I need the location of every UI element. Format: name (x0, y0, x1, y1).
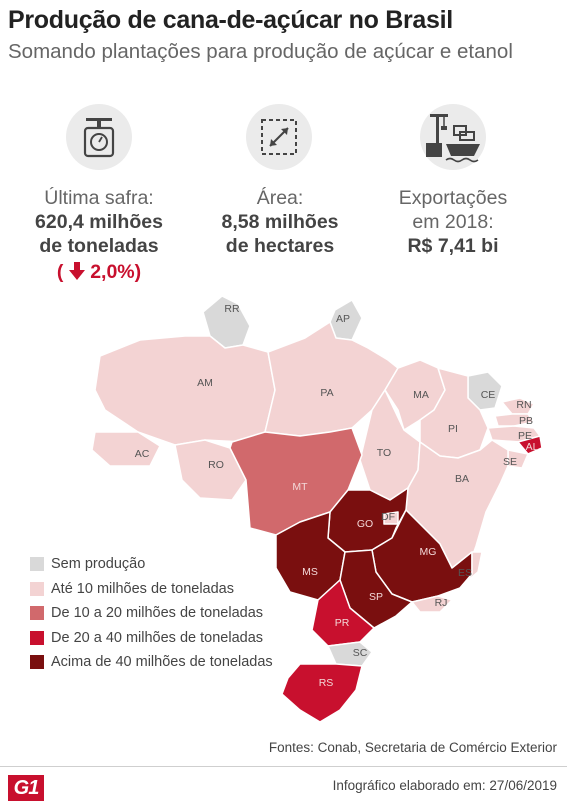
state-label-ba: BA (455, 473, 469, 485)
page-title: Produção de cana-de-açúcar no Brasil (8, 6, 453, 34)
stat-label-line2: em 2018: (412, 211, 494, 233)
stat-label: Última safra: (44, 187, 154, 209)
state-label-pb: PB (519, 415, 533, 427)
stat-change-value: 2,0% (90, 261, 135, 283)
state-label-sc: SC (353, 647, 368, 659)
state-label-pe: PE (518, 430, 532, 442)
state-label-df: DF (381, 511, 395, 523)
legend-swatch (30, 630, 44, 645)
state-label-am: AM (197, 377, 213, 389)
state-label-ac: AC (135, 448, 150, 460)
state-am (94, 335, 276, 446)
legend-item: De 10 a 20 milhões de toneladas (30, 601, 273, 626)
stat-exports: Exportações em 2018: R$ 7,41 bi (363, 186, 543, 258)
state-label-ms: MS (302, 566, 318, 578)
legend: Sem produção Até 10 milhões de toneladas… (30, 552, 273, 675)
state-label-rr: RR (224, 303, 240, 315)
stat-change: ( 2,0%) (56, 261, 142, 283)
state-al (517, 435, 543, 455)
arrow-down-icon (68, 262, 85, 280)
state-label-ma: MA (413, 389, 429, 401)
legend-label: Acima de 40 milhões de toneladas (51, 654, 273, 671)
legend-swatch (30, 581, 44, 596)
state-label-se: SE (503, 456, 517, 468)
state-ro (174, 439, 247, 501)
legend-swatch (30, 655, 44, 670)
stat-value-line2: de hectares (225, 235, 335, 257)
state-rj (411, 595, 453, 613)
state-sc (327, 641, 373, 667)
legend-item: Até 10 milhões de toneladas (30, 577, 273, 602)
state-df (383, 511, 399, 525)
state-pr (311, 579, 375, 647)
legend-label: Sem produção (51, 556, 146, 573)
legend-label: De 10 a 20 milhões de toneladas (51, 605, 264, 622)
stat-last-harvest: Última safra: 620,4 milhões de toneladas… (9, 186, 189, 284)
state-label-pi: PI (448, 423, 458, 435)
state-label-pr: PR (335, 617, 350, 629)
legend-label: Até 10 milhões de toneladas (51, 580, 234, 597)
port-ship-icon (420, 104, 486, 170)
state-label-go: GO (357, 518, 373, 530)
state-label-rn: RN (516, 399, 531, 411)
state-label-mt: MT (292, 481, 308, 493)
stat-value-line1: 8,58 milhões (221, 211, 339, 233)
sources-note: Fontes: Conab, Secretaria de Comércio Ex… (268, 740, 557, 755)
state-label-pa: PA (320, 387, 333, 399)
credit-note: Infográfico elaborado em: 27/06/2019 (332, 778, 557, 793)
state-rs (281, 663, 363, 723)
state-label-mg: MG (420, 546, 437, 558)
stat-label: Área: (256, 187, 304, 209)
state-label-es: ES (458, 567, 472, 579)
state-rn (501, 397, 535, 415)
g1-logo: G1 (8, 775, 44, 801)
legend-item: Sem produção (30, 552, 273, 577)
state-label-ap: AP (336, 313, 350, 325)
state-label-ro: RO (208, 459, 224, 471)
area-expand-icon (246, 104, 312, 170)
stat-value-line2: de toneladas (39, 235, 159, 257)
state-label-sp: SP (369, 591, 383, 603)
state-ac (91, 431, 161, 467)
legend-swatch (30, 606, 44, 621)
state-label-rs: RS (319, 677, 334, 689)
state-label-to: TO (377, 447, 391, 459)
state-label-al: AL (526, 441, 539, 453)
page-subtitle: Somando plantações para produção de açúc… (8, 40, 513, 63)
stat-label-line1: Exportações (398, 187, 508, 209)
legend-swatch (30, 557, 44, 572)
state-label-rj: RJ (435, 597, 448, 609)
legend-item: Acima de 40 milhões de toneladas (30, 650, 273, 675)
scale-icon (66, 104, 132, 170)
state-label-ce: CE (481, 389, 496, 401)
state-pb (494, 413, 535, 427)
stat-value-line1: 620,4 milhões (35, 211, 163, 233)
legend-item: De 20 a 40 milhões de toneladas (30, 626, 273, 651)
state-es (459, 551, 483, 589)
stat-value-line1: R$ 7,41 bi (407, 235, 499, 257)
legend-label: De 20 a 40 milhões de toneladas (51, 629, 264, 646)
footer-divider (0, 766, 567, 767)
stat-area: Área: 8,58 milhões de hectares (190, 186, 370, 258)
